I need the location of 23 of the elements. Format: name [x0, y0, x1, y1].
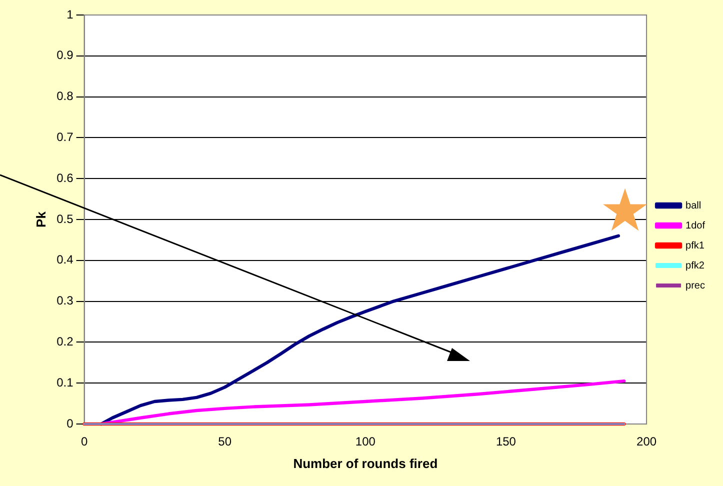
legend-label: pfk2 — [686, 260, 705, 272]
x-tick-label: 0 — [80, 434, 88, 449]
y-tick-label: 0.2 — [56, 334, 74, 349]
y-tick-label: 1 — [66, 7, 74, 22]
y-tick-label: 0.1 — [56, 375, 74, 390]
x-tick-label: 200 — [636, 434, 657, 449]
y-tick-label: 0.4 — [56, 252, 74, 267]
legend-label: 1dof — [686, 220, 706, 232]
y-tick-label: 0.9 — [56, 48, 74, 62]
y-tick-label: 0.6 — [56, 170, 74, 185]
y-tick-label: 0.5 — [56, 212, 74, 226]
legend-label: pfk1 — [686, 240, 705, 252]
legend-label: ball — [686, 200, 702, 212]
y-tick-label: 0.3 — [56, 294, 74, 308]
x-tick-label: 150 — [496, 434, 516, 449]
y-tick-label: 0.8 — [56, 89, 74, 104]
x-tick-label: 50 — [218, 434, 232, 449]
x-tick-label: 100 — [355, 434, 376, 449]
y-tick-label: 0.7 — [56, 130, 74, 144]
y-tick-label: 0 — [66, 416, 74, 430]
y-axis-title: Pk — [33, 210, 48, 228]
legend-label: prec — [686, 280, 705, 292]
x-axis-title: Number of rounds fired — [293, 456, 438, 471]
